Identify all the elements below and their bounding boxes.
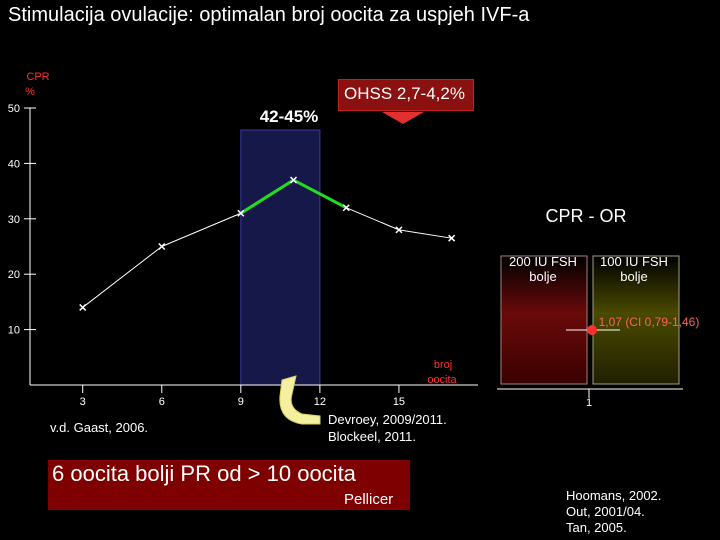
series-segment	[346, 207, 400, 231]
series-segment	[82, 246, 163, 308]
y-tick-label: 30	[8, 214, 20, 226]
x-tick-label: 3	[80, 396, 86, 408]
data-point	[237, 209, 245, 217]
conclusion-box	[48, 460, 410, 510]
refs-right: Hoomans, 2002. Out, 2001/04. Tan, 2005.	[566, 488, 661, 536]
or-axis-tick-label: 1	[586, 397, 592, 409]
data-point	[395, 226, 403, 234]
or-point	[587, 325, 597, 335]
data-point	[342, 204, 350, 212]
or-right-box	[592, 255, 680, 385]
data-point	[448, 234, 456, 242]
gaast-ref: v.d. Gaast, 2006.	[50, 420, 149, 435]
conclusion-text: 6 oocita bolji PR od > 10 oocita	[52, 461, 356, 486]
devroey-ref-2: Blockeel, 2011.	[328, 429, 416, 444]
y-axis-unit: %	[25, 86, 35, 98]
or-right-label-1: 100 IU FSH	[600, 254, 668, 269]
ohss-label: OHSS 2,7-4,2%	[344, 84, 465, 103]
or-panel: CPR - OR 200 IU FSH bolje 100 IU FSH bol…	[497, 206, 699, 409]
or-title: CPR - OR	[546, 206, 627, 226]
x-tick-label: 6	[159, 396, 165, 408]
y-tick-label: 40	[8, 158, 20, 170]
conclusion-source: Pellicer	[344, 491, 394, 508]
y-tick-label: 10	[8, 325, 20, 337]
y-axis-label: CPR	[26, 71, 49, 83]
slide-title: Stimulacija ovulacije: optimalan broj oo…	[8, 4, 530, 26]
y-tick-label: 20	[8, 269, 20, 281]
curved-arrow	[279, 375, 321, 425]
or-left-label-2: bolje	[529, 269, 556, 284]
or-right-label-2: bolje	[620, 269, 647, 284]
data-point	[289, 176, 298, 184]
data-point	[79, 303, 87, 311]
optimal-band-label: 42-45%	[260, 107, 319, 126]
cpr-series	[79, 176, 456, 311]
series-segment	[161, 212, 242, 247]
ref-hoomans: Hoomans, 2002.	[566, 488, 662, 503]
x-tick-label: 15	[393, 396, 405, 408]
x-axis-label: broj	[434, 359, 452, 371]
data-point	[158, 242, 166, 251]
series-segment	[240, 178, 295, 215]
optimal-band	[240, 129, 321, 386]
series-segment	[398, 229, 452, 239]
or-left-label-1: 200 IU FSH	[509, 254, 577, 269]
x-tick-label: 12	[314, 396, 326, 408]
x-tick-label: 9	[238, 396, 244, 408]
x-axis-label-2: oocita	[427, 374, 457, 386]
ohss-arrow	[382, 112, 424, 124]
axes: 10 20 30 40 50 3 6 9 12 15 CPR% broj oocita	[8, 71, 478, 408]
devroey-ref-1: Devroey, 2009/2011.	[328, 412, 447, 427]
ref-tan: Tan, 2005.	[566, 520, 627, 535]
series-segment	[292, 178, 347, 210]
ohss-box	[338, 79, 474, 111]
or-value-label: 1,07 (CI 0,79-1,46)	[599, 315, 700, 329]
or-left-box	[500, 255, 588, 385]
y-tick-label: 50	[8, 103, 20, 115]
ref-out: Out, 2001/04.	[566, 504, 645, 519]
